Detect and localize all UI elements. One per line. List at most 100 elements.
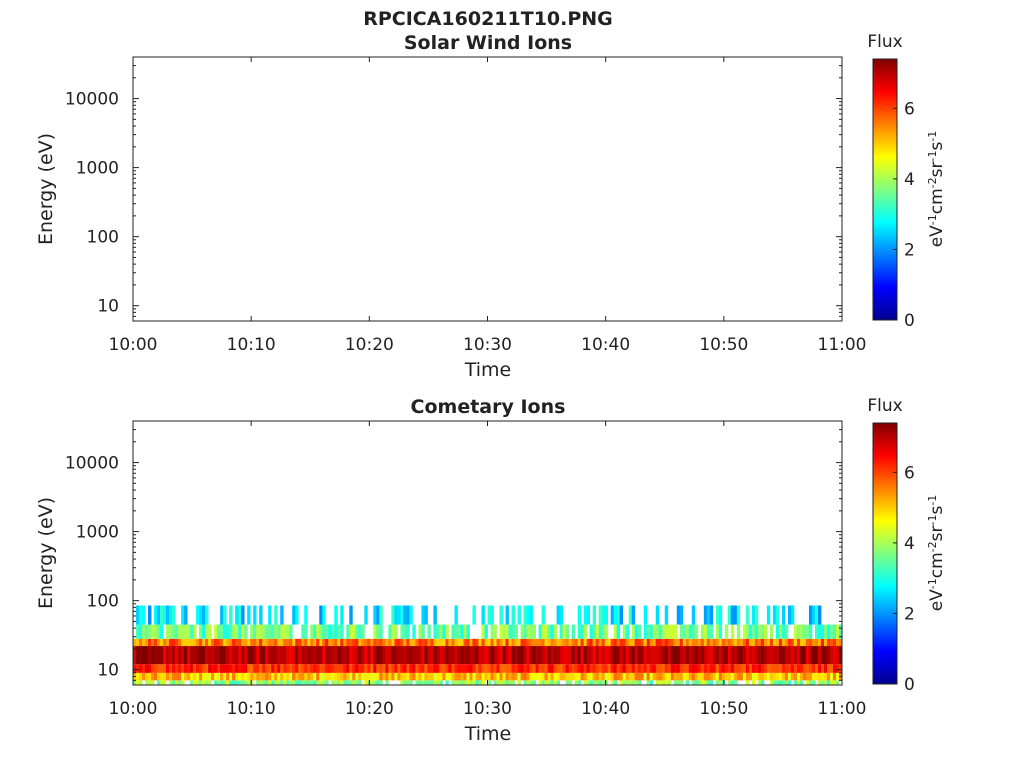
heatmap-cell [475,672,479,681]
heatmap-cell [160,605,164,625]
heatmap-cell [292,605,296,625]
heatmap-cell [367,646,371,665]
heatmap-cell [526,664,530,673]
heatmap-cell [286,680,290,685]
heatmap-cell [187,664,191,673]
heatmap-cell [241,605,245,625]
heatmap-cell [397,664,401,673]
heatmap-cell [190,664,194,673]
heatmap-cell [193,624,197,639]
heatmap-cell [190,680,194,685]
heatmap-cell [790,672,795,681]
heatmap-cell [199,638,203,647]
heatmap-cell [811,664,816,673]
heatmap-cell [364,638,368,647]
heatmap-cell [280,605,284,625]
heatmap-cell [385,664,389,673]
heatmap-cell [418,672,422,681]
heatmap-cell [181,664,185,673]
heatmap-cell [625,638,630,647]
heatmap-cell [787,638,792,647]
heatmap-cell [820,624,825,639]
heatmap-cell [385,646,389,665]
heatmap-cell [682,638,687,647]
heatmap-cell [769,624,774,639]
heatmap-cell [760,624,765,639]
heatmap-cell [604,672,609,681]
heatmap-cell [814,638,819,647]
heatmap-cell [490,605,494,625]
heatmap-cell [691,680,696,685]
heatmap-cell [568,680,573,685]
heatmap-cell [658,680,663,685]
heatmap-cell [550,624,554,639]
heatmap-cell [160,646,164,665]
heatmap-cell [244,664,248,673]
heatmap-cell [268,646,272,665]
heatmap-cell [616,664,621,673]
heatmap-cell [439,624,443,639]
heatmap-cell [454,672,458,681]
heatmap-cell [709,646,714,665]
heatmap-cell [778,664,783,673]
heatmap-cell [391,672,395,681]
heatmap-cell [568,672,573,681]
heatmap-cell [358,646,362,665]
heatmap-cell [574,680,579,685]
y-tick-label: 100 [87,228,119,248]
heatmap-cell [283,638,287,647]
heatmap-cell [148,605,152,625]
heatmap-cell [262,672,266,681]
heatmap-cell [484,624,488,639]
heatmap-cell [715,605,720,625]
heatmap-cell [574,646,579,665]
heatmap-cell [655,672,660,681]
heatmap-cell [286,624,290,639]
heatmap-cell [814,664,819,673]
heatmap-cell [628,664,633,673]
heatmap-cell [460,624,464,639]
heatmap-cell [139,638,143,647]
axis-ticks: 10:00 10:10 10:20 10:30 10:40 10:50 11:00 10 100… [65,56,867,355]
heatmap-cell [442,672,446,681]
heatmap-cell [595,624,600,639]
heatmap-cell [619,680,624,685]
heatmap-cell [328,624,332,639]
heatmap-cell [316,664,320,673]
heatmap-cell [679,646,684,665]
heatmap-cell [397,605,401,625]
heatmap-cell [607,638,612,647]
heatmap-cell [637,672,642,681]
heatmap-cell [757,680,762,685]
heatmap-cell [340,672,344,681]
heatmap-cell [784,664,789,673]
heatmap-cell [781,646,786,665]
heatmap-cell [706,624,711,639]
heatmap-cell [526,680,530,685]
heatmap-cell [496,638,500,647]
heatmap-cell [610,664,615,673]
heatmap-cell [652,638,657,647]
heatmap-cell [214,664,218,673]
heatmap-cell [505,680,509,685]
heatmap-cell [310,680,314,685]
heatmap-cell [163,680,167,685]
heatmap-cell [730,638,735,647]
heatmap-cell [301,646,305,665]
heatmap-cell [373,646,377,665]
heatmap-cell [562,646,567,665]
heatmap-cell [751,646,756,665]
heatmap-cell [839,638,843,647]
heatmap-cell [472,672,476,681]
heatmap-cell [766,664,771,673]
heatmap-cell [616,624,621,639]
heatmap-cell [151,680,155,685]
heatmap-cell [655,646,660,665]
heatmap-cell [553,638,557,647]
heatmap-cell [676,680,681,685]
heatmap-cell [319,638,323,647]
heatmap-cell [559,624,563,639]
heatmap-cell [697,646,702,665]
heatmap-cell [538,672,542,681]
heatmap-cell [406,680,410,685]
